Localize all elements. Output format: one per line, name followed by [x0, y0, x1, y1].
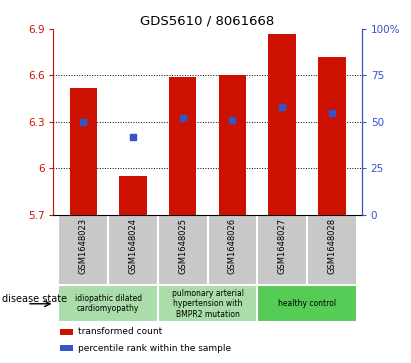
Text: GSM1648027: GSM1648027 [278, 218, 286, 274]
Title: GDS5610 / 8061668: GDS5610 / 8061668 [141, 15, 275, 28]
Bar [60, 329, 74, 335]
Text: GSM1648028: GSM1648028 [327, 218, 336, 274]
Bar [158, 285, 257, 322]
Text: pulmonary arterial
hypertension with
BMPR2 mutation: pulmonary arterial hypertension with BMP… [171, 289, 244, 319]
Bar [108, 215, 158, 285]
Text: percentile rank within the sample: percentile rank within the sample [78, 344, 231, 353]
Text: healthy control: healthy control [278, 299, 336, 308]
Bar [158, 215, 208, 285]
Text: GSM1648025: GSM1648025 [178, 218, 187, 274]
Bar [318, 57, 346, 215]
Point [80, 119, 87, 125]
Bar [58, 215, 108, 285]
Point [328, 110, 335, 115]
Text: transformed count: transformed count [78, 327, 162, 336]
Bar [307, 215, 357, 285]
Bar [208, 215, 257, 285]
Point [130, 134, 136, 140]
Text: GSM1648024: GSM1648024 [129, 218, 137, 274]
Bar [58, 285, 158, 322]
Bar [268, 34, 296, 215]
Text: GSM1648026: GSM1648026 [228, 218, 237, 274]
Point [180, 115, 186, 121]
Text: GSM1648023: GSM1648023 [79, 218, 88, 274]
Bar [119, 176, 147, 215]
Point [279, 104, 285, 110]
Bar [257, 285, 357, 322]
Bar [169, 77, 196, 215]
Bar [60, 345, 74, 351]
Bar [257, 215, 307, 285]
Text: disease state: disease state [2, 294, 67, 305]
Point [229, 117, 236, 123]
Bar [219, 76, 246, 215]
Bar [69, 88, 97, 215]
Text: idiopathic dilated
cardiomyopathy: idiopathic dilated cardiomyopathy [74, 294, 142, 314]
